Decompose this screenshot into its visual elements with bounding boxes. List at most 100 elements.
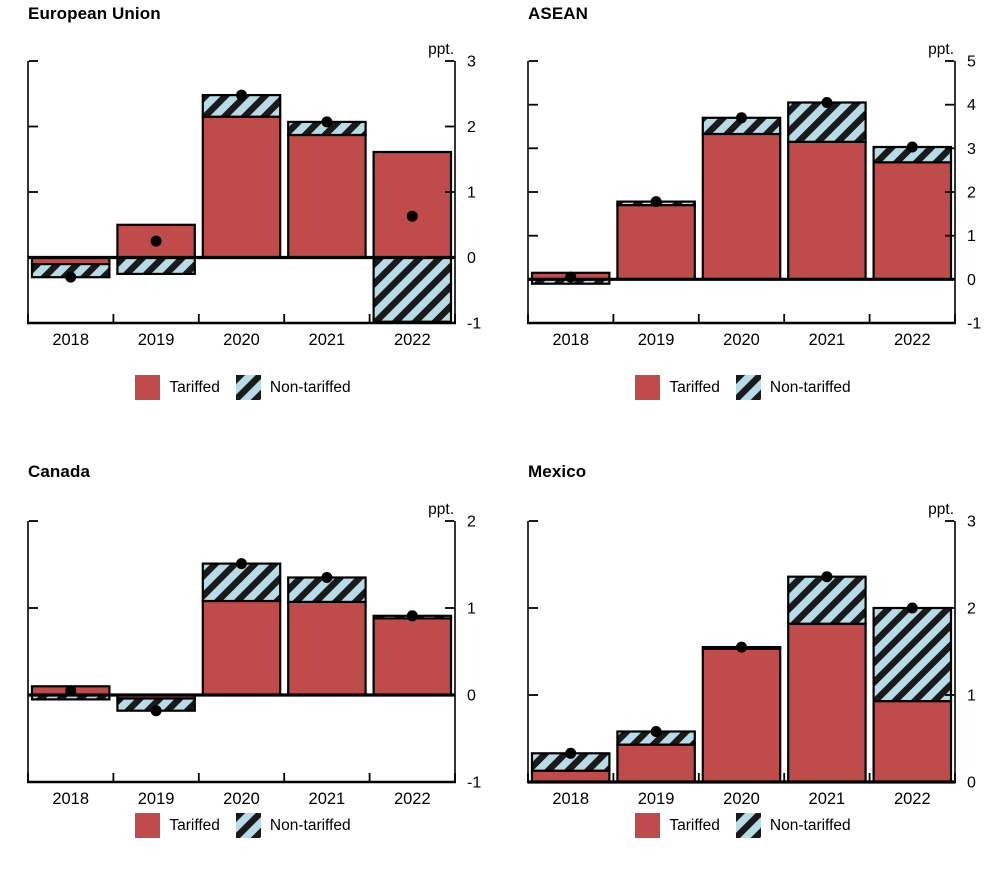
bars-group: [530, 101, 953, 285]
y-tick-label: 4: [967, 97, 976, 114]
total-dot: [321, 116, 333, 128]
total-dot: [236, 89, 247, 101]
total-dots-group: [65, 89, 418, 283]
x-tick-label: 2020: [723, 790, 760, 808]
y-tick-label: 0: [967, 775, 976, 792]
tariffed-swatch-icon: [135, 375, 161, 400]
bar-segment-tariffed: [201, 599, 282, 697]
tariffed-swatch-icon: [635, 375, 661, 400]
x-tick-label: 2019: [638, 331, 675, 349]
chart-canvas: -1 0 1 2 3 4 5 2018 2019 2020 2021 2022 ppt.: [527, 41, 981, 349]
unit-label: ppt.: [428, 41, 454, 58]
bar-segment-non-tariffed: [787, 101, 867, 143]
chart-panel-canada: Canada -1 0 1 2 2018 2019 2020 2021 2022 ppt. Tar…: [0, 438, 500, 876]
non-tariffed-hatch-swatch-icon: [735, 813, 761, 838]
chart-legend: Tariffed Non-tariffed: [500, 375, 986, 400]
bar-segment-tariffed: [287, 600, 367, 697]
legend-label-non-tariffed: Non-tariffed: [769, 816, 851, 834]
y-tick-label: -1: [467, 316, 481, 333]
panel-title: Mexico: [528, 462, 587, 481]
legend-label-non-tariffed: Non-tariffed: [269, 378, 351, 396]
chart-legend: Tariffed Non-tariffed: [0, 375, 486, 400]
x-tick-label: 2021: [809, 331, 846, 349]
chart-legend: Tariffed Non-tariffed: [500, 813, 986, 838]
y-tick-label: 5: [967, 54, 976, 71]
panel-title: Canada: [28, 462, 91, 481]
non-tariffed-hatch-swatch-icon: [235, 375, 261, 400]
panel-title: European Union: [28, 4, 161, 23]
x-tick-label: 2019: [638, 790, 675, 808]
y-tick-label: 3: [967, 514, 976, 531]
unit-label: ppt.: [428, 501, 454, 518]
bar-segment-tariffed: [872, 700, 953, 784]
total-dot: [406, 610, 418, 622]
x-tick-label: 2020: [223, 790, 260, 808]
bar-segment-non-tariffed: [872, 606, 953, 703]
x-tick-label: 2021: [309, 331, 346, 349]
bar-segment-tariffed: [372, 150, 453, 259]
total-dot: [150, 235, 162, 247]
total-dot: [65, 685, 77, 697]
chart-canvas: 0 1 2 3 2018 2019 2020 2021 2022 ppt.: [527, 501, 976, 808]
bar-segment-tariffed: [616, 743, 696, 784]
chart-legend: Tariffed Non-tariffed: [0, 813, 486, 838]
x-tick-label: 2022: [394, 790, 431, 808]
bar-segment-tariffed: [372, 617, 453, 697]
total-dot: [821, 571, 833, 583]
legend-label-tariffed: Tariffed: [669, 816, 720, 834]
axis-group: 0 1 2 3 2018 2019 2020 2021 2022 ppt.: [527, 501, 976, 808]
non-tariffed-hatch-swatch-icon: [235, 813, 261, 838]
y-tick-label: 3: [467, 54, 476, 71]
total-dots-group: [565, 97, 918, 283]
bar-segment-non-tariffed: [201, 562, 282, 603]
bar-segment-tariffed: [872, 161, 953, 281]
total-dot: [65, 271, 77, 283]
legend-label-tariffed: Tariffed: [169, 816, 220, 834]
y-tick-label: 0: [467, 250, 476, 267]
bars-group: [530, 575, 953, 784]
x-tick-label: 2018: [552, 331, 589, 349]
bar-segment-tariffed: [616, 204, 696, 281]
y-tick-label: 0: [967, 272, 976, 289]
bar-segment-tariffed: [287, 133, 367, 259]
y-tick-label: 1: [967, 228, 976, 245]
x-tick-label: 2018: [52, 790, 89, 808]
y-tick-label: -1: [967, 316, 981, 333]
y-tick-label: 1: [967, 688, 976, 705]
chart-panel-mexico: Mexico 0 1 2 3 2018 2019 2020 2021 2022 ppt. Tari…: [500, 438, 1000, 876]
bars-group: [30, 93, 453, 323]
total-dot: [736, 641, 747, 653]
y-tick-label: -1: [467, 775, 481, 792]
total-dots-group: [65, 558, 418, 717]
x-tick-label: 2020: [223, 331, 260, 349]
bar-segment-non-tariffed: [787, 575, 867, 625]
x-tick-label: 2022: [894, 790, 931, 808]
bar-segment-tariffed: [201, 115, 282, 259]
total-dot: [650, 196, 662, 208]
x-tick-label: 2019: [138, 790, 175, 808]
total-dot: [821, 97, 833, 108]
chart-panel-european-union: European Union -1 0 1 2 3 2018 2019 2020 2021 202…: [0, 0, 500, 438]
x-tick-label: 2019: [138, 331, 175, 349]
axis-group: -1 0 1 2 3 4 5 2018 2019 2020 2021 2022 ppt.: [527, 41, 981, 349]
x-tick-label: 2021: [809, 790, 846, 808]
total-dot: [236, 558, 247, 570]
y-tick-label: 1: [467, 185, 476, 202]
axis-group: -1 0 1 2 2018 2019 2020 2021 2022 ppt.: [27, 501, 481, 808]
chart-canvas: -1 0 1 2 2018 2019 2020 2021 2022 ppt.: [27, 501, 481, 808]
total-dot: [906, 141, 918, 153]
chart-canvas: -1 0 1 2 3 2018 2019 2020 2021 2022 ppt.: [27, 41, 481, 349]
axis-group: -1 0 1 2 3 2018 2019 2020 2021 2022 ppt.: [27, 41, 481, 349]
y-tick-label: 2: [467, 514, 476, 531]
y-tick-label: 2: [967, 601, 976, 618]
bar-segment-tariffed: [701, 132, 782, 281]
total-dot: [150, 705, 162, 717]
total-dot: [906, 602, 918, 614]
y-tick-label: 2: [967, 185, 976, 202]
bar-segment-tariffed: [530, 769, 611, 784]
total-dot: [565, 747, 577, 759]
unit-label: ppt.: [928, 41, 954, 58]
panel-title: ASEAN: [528, 4, 589, 23]
y-tick-label: 0: [467, 688, 476, 705]
x-tick-label: 2022: [894, 331, 931, 349]
